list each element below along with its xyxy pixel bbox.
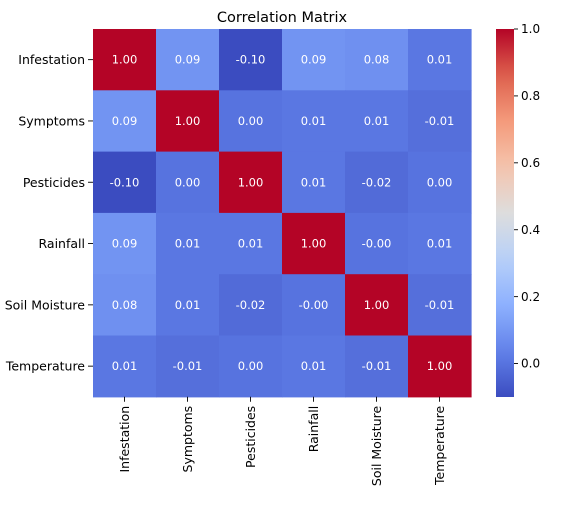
heatmap-cell bbox=[345, 29, 409, 91]
column-label: Temperature bbox=[432, 405, 447, 485]
heatmap-cell bbox=[408, 29, 472, 91]
heatmap-cell bbox=[219, 212, 283, 275]
row-label: Pesticides bbox=[23, 175, 85, 190]
heatmap-cell bbox=[93, 212, 157, 275]
cell-value-label: -0.00 bbox=[362, 237, 392, 251]
heatmap-cell bbox=[219, 274, 283, 337]
cell-value-label: -0.10 bbox=[110, 175, 140, 189]
cell-value-label: -0.02 bbox=[236, 298, 266, 312]
cell-value-label: 0.00 bbox=[238, 114, 264, 128]
colorbar-tick-label: 0.8 bbox=[521, 89, 540, 103]
heatmap-cell bbox=[156, 212, 220, 275]
heatmap-cell bbox=[345, 212, 409, 275]
row-label: Symptoms bbox=[18, 113, 85, 128]
heatmap-cell bbox=[156, 335, 220, 398]
cell-value-label: 1.00 bbox=[301, 237, 327, 251]
colorbar-gradient bbox=[496, 29, 514, 397]
heatmap-cell bbox=[156, 274, 220, 337]
heatmap-cell bbox=[282, 274, 346, 337]
cell-value-label: 0.01 bbox=[301, 359, 327, 373]
cell-value-label: 0.00 bbox=[175, 175, 201, 189]
cell-value-label: 0.01 bbox=[301, 175, 327, 189]
cell-value-label: 0.01 bbox=[427, 53, 453, 67]
row-labels: Infestation Symptoms Pesticides Rainfall Soi… bbox=[5, 52, 93, 374]
cell-value-label: 1.00 bbox=[364, 298, 390, 312]
cell-value-label: 1.00 bbox=[238, 175, 264, 189]
colorbar: 0.0 0.2 0.4 0.6 0.8 1.0 bbox=[496, 22, 540, 397]
heatmap-cell bbox=[93, 90, 157, 153]
cell-value-label: 0.01 bbox=[112, 359, 138, 373]
heatmap-cell bbox=[282, 90, 346, 153]
heatmap-cell bbox=[408, 335, 472, 398]
row-label: Infestation bbox=[18, 52, 85, 67]
column-labels: Infestation Symptoms Pesticides Rainfall Soi… bbox=[117, 396, 447, 487]
heatmap-cell bbox=[93, 29, 157, 91]
row-label: Rainfall bbox=[39, 236, 85, 251]
cell-value-label: -0.01 bbox=[425, 114, 455, 128]
cell-value-label: 1.00 bbox=[175, 114, 201, 128]
cell-value-label: 0.00 bbox=[427, 175, 453, 189]
column-label: Symptoms bbox=[180, 406, 195, 473]
cell-value-label: -0.01 bbox=[362, 359, 392, 373]
cell-value-label: 0.01 bbox=[364, 114, 390, 128]
cell-value-label: 0.08 bbox=[112, 298, 138, 312]
heatmap-cell bbox=[282, 212, 346, 275]
cell-value-label: -0.00 bbox=[299, 298, 329, 312]
cell-value-label: -0.10 bbox=[236, 53, 266, 67]
column-label: Rainfall bbox=[306, 406, 321, 452]
cell-value-label: 0.08 bbox=[364, 53, 390, 67]
cell-value-label: 1.00 bbox=[427, 359, 453, 373]
chart-title: Correlation Matrix bbox=[217, 10, 348, 26]
column-label: Pesticides bbox=[243, 406, 258, 468]
heatmap-cell bbox=[219, 29, 283, 91]
cell-value-label: 0.01 bbox=[301, 114, 327, 128]
column-label: Infestation bbox=[117, 406, 132, 473]
cell-value-label: 0.01 bbox=[175, 237, 201, 251]
heatmap-cell bbox=[156, 29, 220, 91]
colorbar-tick-label: 0.4 bbox=[521, 223, 540, 237]
colorbar-tick-label: 0.0 bbox=[521, 357, 540, 371]
colorbar-tick-label: 0.2 bbox=[521, 290, 540, 304]
heatmap-cell bbox=[408, 90, 472, 153]
row-label: Temperature bbox=[5, 359, 85, 374]
heatmap-cell bbox=[408, 212, 472, 275]
cell-value-label: 0.09 bbox=[301, 53, 327, 67]
heatmap-cell bbox=[282, 335, 346, 398]
cell-value-label: 0.09 bbox=[112, 237, 138, 251]
cell-value-label: 0.01 bbox=[238, 237, 264, 251]
heatmap-cell bbox=[408, 274, 472, 337]
cell-value-label: -0.02 bbox=[362, 175, 392, 189]
heatmap-cell bbox=[93, 335, 157, 398]
heatmap-cell bbox=[345, 335, 409, 398]
cell-value-label: 0.09 bbox=[112, 114, 138, 128]
row-label: Soil Moisture bbox=[5, 297, 86, 312]
heatmap-cell bbox=[345, 151, 409, 214]
cell-value-label: 0.00 bbox=[238, 359, 264, 373]
cell-value-label: -0.01 bbox=[425, 298, 455, 312]
cell-value-label: 0.09 bbox=[175, 53, 201, 67]
heatmap-cells: 1.00 0.09 -0.10 0.09 0.08 0.01 0.09 1.00 0.00 0.0… bbox=[93, 29, 472, 398]
cell-value-label: 0.01 bbox=[427, 237, 453, 251]
cell-value-label: 1.00 bbox=[112, 53, 138, 67]
heatmap-cell bbox=[219, 151, 283, 214]
colorbar-tick-label: 0.6 bbox=[521, 156, 540, 170]
heatmap-cell bbox=[93, 274, 157, 337]
heatmap-cell bbox=[156, 90, 220, 153]
heatmap-cell bbox=[408, 151, 472, 214]
heatmap-cell bbox=[219, 335, 283, 398]
colorbar-tick-label: 1.0 bbox=[521, 22, 540, 36]
cell-value-label: -0.01 bbox=[173, 359, 203, 373]
heatmap-cell bbox=[282, 151, 346, 214]
heatmap-cell bbox=[345, 90, 409, 153]
cell-value-label: 0.01 bbox=[175, 298, 201, 312]
heatmap-cell bbox=[93, 151, 157, 214]
heatmap-cell bbox=[282, 29, 346, 91]
heatmap-cell bbox=[345, 274, 409, 337]
heatmap-cell bbox=[219, 90, 283, 153]
heatmap-cell bbox=[156, 151, 220, 214]
column-label: Soil Moisture bbox=[369, 406, 384, 487]
